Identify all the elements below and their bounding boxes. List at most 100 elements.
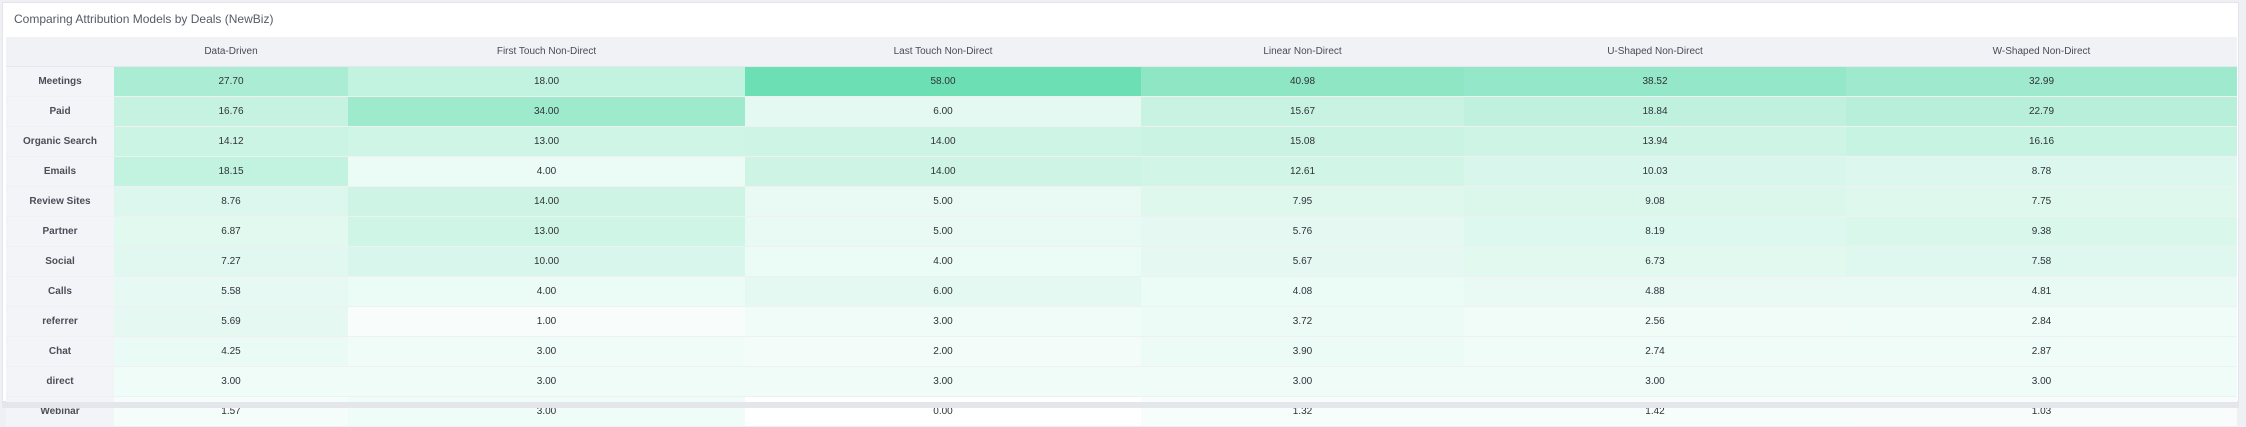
- table-cell: 4.00: [348, 156, 745, 187]
- table-row: Meetings 27.70 18.00 58.00 40.98 38.52 32.99: [6, 66, 2237, 97]
- header-row: Data-Driven First Touch Non-Direct Last …: [6, 37, 2237, 67]
- table-cell: 1.00: [348, 306, 745, 337]
- table-cell: 4.08: [1141, 276, 1464, 307]
- table-cell: 32.99: [1846, 66, 2237, 97]
- table-cell: 16.16: [1846, 126, 2237, 157]
- table-cell: 18.84: [1464, 96, 1846, 127]
- table-cell: 7.95: [1141, 186, 1464, 217]
- table-cell: 13.00: [348, 126, 745, 157]
- table-row: Paid 16.76 34.00 6.00 15.67 18.84 22.79: [6, 96, 2237, 127]
- column-header-last-touch[interactable]: Last Touch Non-Direct: [745, 37, 1141, 67]
- table-cell: 15.08: [1141, 126, 1464, 157]
- row-label: Webinar: [6, 396, 114, 427]
- column-header-data-driven[interactable]: Data-Driven: [114, 37, 348, 67]
- table-cell: 5.67: [1141, 246, 1464, 277]
- table-cell: 14.00: [745, 156, 1141, 187]
- table-row: Partner 6.87 13.00 5.00 5.76 8.19 9.38: [6, 216, 2237, 247]
- table-row: Calls 5.58 4.00 6.00 4.08 4.88 4.81: [6, 276, 2237, 307]
- table-cell: 1.57: [114, 396, 348, 427]
- table-cell: 9.38: [1846, 216, 2237, 247]
- attribution-table: Data-Driven First Touch Non-Direct Last …: [6, 37, 2237, 427]
- panel-bottom-edge: [2, 402, 2239, 408]
- table-cell: 58.00: [745, 66, 1141, 97]
- table-cell: 2.56: [1464, 306, 1846, 337]
- table-body: Meetings 27.70 18.00 58.00 40.98 38.52 32.99 Pa…: [6, 66, 2237, 427]
- table-cell: 4.00: [745, 246, 1141, 277]
- table-cell: 3.90: [1141, 336, 1464, 367]
- table-cell: 3.00: [348, 396, 745, 427]
- table-cell: 38.52: [1464, 66, 1846, 97]
- table-cell: 6.00: [745, 96, 1141, 127]
- column-header-u-shaped[interactable]: U-Shaped Non-Direct: [1464, 37, 1846, 67]
- row-label: referrer: [6, 306, 114, 337]
- table-cell: 4.00: [348, 276, 745, 307]
- table-cell: 7.58: [1846, 246, 2237, 277]
- table-cell: 3.72: [1141, 306, 1464, 337]
- table-cell: 10.00: [348, 246, 745, 277]
- table-row: Organic Search 14.12 13.00 14.00 15.08 13.94 1…: [6, 126, 2237, 157]
- table-cell: 3.00: [348, 366, 745, 397]
- table-cell: 4.81: [1846, 276, 2237, 307]
- table-cell: 8.19: [1464, 216, 1846, 247]
- table-cell: 7.75: [1846, 186, 2237, 217]
- table-cell: 18.15: [114, 156, 348, 187]
- table-row: Emails 18.15 4.00 14.00 12.61 10.03 8.78: [6, 156, 2237, 187]
- table-cell: 5.00: [745, 186, 1141, 217]
- table-cell: 10.03: [1464, 156, 1846, 187]
- table-cell: 34.00: [348, 96, 745, 127]
- table-cell: 3.00: [114, 366, 348, 397]
- column-header-first-touch[interactable]: First Touch Non-Direct: [348, 37, 745, 67]
- table-cell: 27.70: [114, 66, 348, 97]
- row-label: Emails: [6, 156, 114, 187]
- panel-title: Comparing Attribution Models by Deals (N…: [14, 12, 274, 26]
- table-cell: 3.00: [1846, 366, 2237, 397]
- table-cell: 9.08: [1464, 186, 1846, 217]
- table-cell: 13.94: [1464, 126, 1846, 157]
- row-label: Meetings: [6, 66, 114, 97]
- table-cell: 7.27: [114, 246, 348, 277]
- table-cell: 3.00: [745, 366, 1141, 397]
- row-label: Organic Search: [6, 126, 114, 157]
- table-cell: 1.42: [1464, 396, 1846, 427]
- table-cell: 12.61: [1141, 156, 1464, 187]
- table-cell: 15.67: [1141, 96, 1464, 127]
- table-cell: 40.98: [1141, 66, 1464, 97]
- table-cell: 4.25: [114, 336, 348, 367]
- table-cell: 3.00: [745, 306, 1141, 337]
- table-cell: 6.00: [745, 276, 1141, 307]
- table-cell: 3.00: [1464, 366, 1846, 397]
- row-label: Calls: [6, 276, 114, 307]
- table-cell: 14.00: [745, 126, 1141, 157]
- table-cell: 0.00: [745, 396, 1141, 427]
- column-header-linear[interactable]: Linear Non-Direct: [1141, 37, 1464, 67]
- table-cell: 14.12: [114, 126, 348, 157]
- table-cell: 5.00: [745, 216, 1141, 247]
- column-header-w-shaped[interactable]: W-Shaped Non-Direct: [1846, 37, 2237, 67]
- row-label: Chat: [6, 336, 114, 367]
- table-cell: 2.87: [1846, 336, 2237, 367]
- table-cell: 1.32: [1141, 396, 1464, 427]
- table-cell: 5.76: [1141, 216, 1464, 247]
- table-row: Review Sites 8.76 14.00 5.00 7.95 9.08 7.75: [6, 186, 2237, 217]
- table-cell: 13.00: [348, 216, 745, 247]
- row-label: Paid: [6, 96, 114, 127]
- table-cell: 6.73: [1464, 246, 1846, 277]
- table-cell: 22.79: [1846, 96, 2237, 127]
- table-row: Chat 4.25 3.00 2.00 3.90 2.74 2.87: [6, 336, 2237, 367]
- table-cell: 2.00: [745, 336, 1141, 367]
- table-row: direct 3.00 3.00 3.00 3.00 3.00 3.00: [6, 366, 2237, 397]
- column-header-channel[interactable]: [6, 37, 114, 67]
- table-cell: 5.69: [114, 306, 348, 337]
- table-cell: 8.76: [114, 186, 348, 217]
- row-label: Review Sites: [6, 186, 114, 217]
- table-cell: 4.88: [1464, 276, 1846, 307]
- table-cell: 14.00: [348, 186, 745, 217]
- row-label: Partner: [6, 216, 114, 247]
- table-row: Webinar 1.57 3.00 0.00 1.32 1.42 1.03: [6, 396, 2237, 427]
- table-cell: 3.00: [1141, 366, 1464, 397]
- table-cell: 1.03: [1846, 396, 2237, 427]
- table-cell: 8.78: [1846, 156, 2237, 187]
- table-cell: 5.58: [114, 276, 348, 307]
- table-cell: 16.76: [114, 96, 348, 127]
